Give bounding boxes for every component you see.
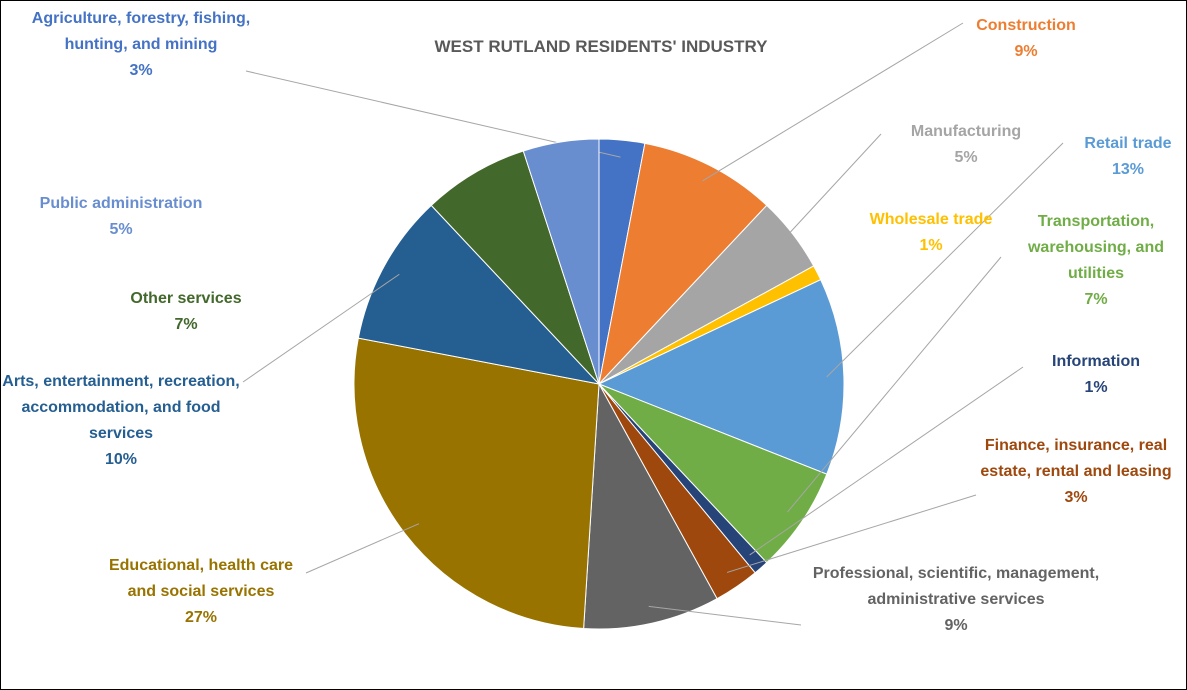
label-value: 5% bbox=[109, 221, 133, 238]
label-value: 3% bbox=[129, 62, 153, 79]
data-label: Agriculture, forestry, fishing, hunting,… bbox=[21, 6, 261, 84]
label-name: Construction bbox=[976, 17, 1076, 34]
leader-line bbox=[726, 494, 977, 573]
leader-line bbox=[305, 523, 420, 574]
leader-line bbox=[648, 605, 802, 626]
leader-line bbox=[702, 22, 964, 182]
leader-line bbox=[242, 273, 400, 383]
label-name: Arts, entertainment, recreation, accommo… bbox=[2, 373, 240, 442]
data-label: Other services 7% bbox=[86, 286, 286, 338]
label-name: Finance, insurance, real estate, rental … bbox=[980, 437, 1172, 480]
label-name: Retail trade bbox=[1084, 135, 1172, 152]
label-name: Information bbox=[1052, 353, 1140, 370]
label-value: 1% bbox=[1084, 379, 1108, 396]
label-name: Transportation, warehousing, and utiliti… bbox=[1027, 213, 1164, 282]
label-name: Educational, health care and social serv… bbox=[108, 557, 294, 600]
leader-line bbox=[749, 366, 1024, 556]
data-label: Wholesale trade 1% bbox=[841, 207, 1021, 259]
data-label: Arts, entertainment, recreation, accommo… bbox=[1, 369, 241, 473]
pie-slice bbox=[598, 142, 768, 386]
leader-line bbox=[778, 133, 882, 245]
pie-slice bbox=[357, 204, 601, 385]
data-label: Transportation, warehousing, and utiliti… bbox=[1001, 209, 1186, 313]
leader-line bbox=[787, 256, 1002, 513]
data-label: Information 1% bbox=[1021, 349, 1171, 401]
pie-slice bbox=[430, 150, 600, 385]
label-value: 9% bbox=[1014, 43, 1038, 60]
label-value: 13% bbox=[1111, 161, 1145, 178]
data-label: Public administration 5% bbox=[1, 191, 241, 243]
pie-slice bbox=[583, 382, 718, 630]
label-value: 3% bbox=[1064, 489, 1088, 506]
pie-slice bbox=[522, 138, 600, 385]
data-label: Retail trade 13% bbox=[1058, 131, 1186, 183]
label-name: Wholesale trade bbox=[869, 211, 993, 228]
chart-title: WEST RUTLAND RESIDENTS' INDUSTRY bbox=[434, 37, 768, 56]
pie-slice bbox=[598, 383, 828, 564]
label-value: 10% bbox=[104, 451, 138, 468]
label-name: Public administration bbox=[39, 195, 203, 212]
label-value: 1% bbox=[919, 237, 943, 254]
data-label: Finance, insurance, real estate, rental … bbox=[976, 433, 1176, 511]
label-value: 27% bbox=[184, 609, 218, 626]
leader-line bbox=[826, 142, 1064, 378]
label-name: Professional, scientific, management, ad… bbox=[812, 565, 1100, 608]
pie-slice bbox=[353, 337, 600, 630]
label-name: Manufacturing bbox=[910, 123, 1022, 140]
label-name: Agriculture, forestry, fishing, hunting,… bbox=[31, 10, 251, 53]
data-label: Professional, scientific, management, ad… bbox=[811, 561, 1101, 639]
label-value: 7% bbox=[1084, 291, 1108, 308]
label-value: 9% bbox=[944, 617, 968, 634]
data-label: Educational, health care and social serv… bbox=[96, 553, 306, 631]
label-name: Other services bbox=[130, 290, 242, 307]
label-value: 7% bbox=[174, 316, 198, 333]
label-value: 5% bbox=[954, 149, 978, 166]
data-label: Construction 9% bbox=[946, 13, 1106, 65]
data-label: Manufacturing 5% bbox=[876, 119, 1056, 171]
